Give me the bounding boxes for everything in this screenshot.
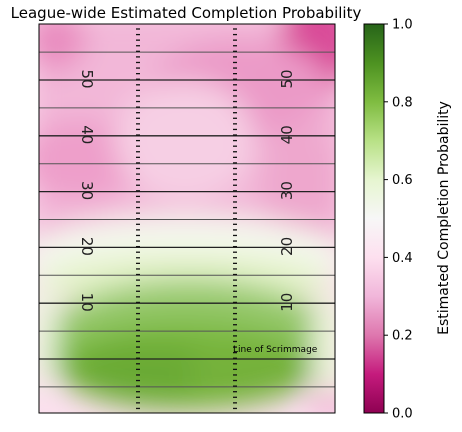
colorbar-tick-label: 0.4 (392, 251, 413, 266)
yard-number: 20 (78, 237, 96, 256)
colorbar-tick-label: 0.2 (392, 329, 413, 344)
probability-region (260, 120, 335, 240)
yard-number: 40 (78, 125, 96, 144)
colorbar-tick-label: 1.0 (392, 18, 413, 33)
colorbar-tick-label: 0.0 (392, 407, 413, 422)
probability-region (39, 120, 140, 200)
colorbar (363, 23, 385, 414)
heatmap-field (39, 24, 335, 413)
yard-number: 10 (278, 293, 296, 312)
colorbar-tick-label: 0.6 (392, 173, 413, 188)
yard-number: 40 (278, 125, 296, 144)
probability-region (190, 344, 310, 400)
probability-region (312, 290, 335, 410)
yard-number: 50 (278, 69, 296, 88)
probability-region (39, 270, 56, 390)
probability-region (115, 80, 255, 200)
yard-number: 30 (278, 181, 296, 200)
probability-region (39, 24, 85, 70)
colorbar-ticks: 0.0 0.2 0.4 0.6 0.8 1.0 (384, 18, 413, 422)
probability-region (308, 391, 335, 413)
field-lines (39, 51, 335, 388)
line-of-scrimmage-label: Line of Scrimmage (233, 345, 318, 355)
hash-marks (136, 28, 237, 410)
colorbar-label: Estimated Completion Probability (436, 101, 452, 335)
yard-number: 20 (278, 237, 296, 256)
yard-number: 50 (78, 69, 96, 88)
field-border (38, 23, 336, 414)
chart-title: League-wide Estimated Completion Probabi… (11, 4, 362, 22)
yard-numbers: 50 50 40 40 30 30 20 20 10 10 (78, 69, 296, 311)
yard-number: 10 (78, 293, 96, 312)
colorbar-tick-label: 0.8 (392, 95, 413, 110)
probability-surface (39, 24, 335, 413)
yard-number: 30 (78, 181, 96, 200)
